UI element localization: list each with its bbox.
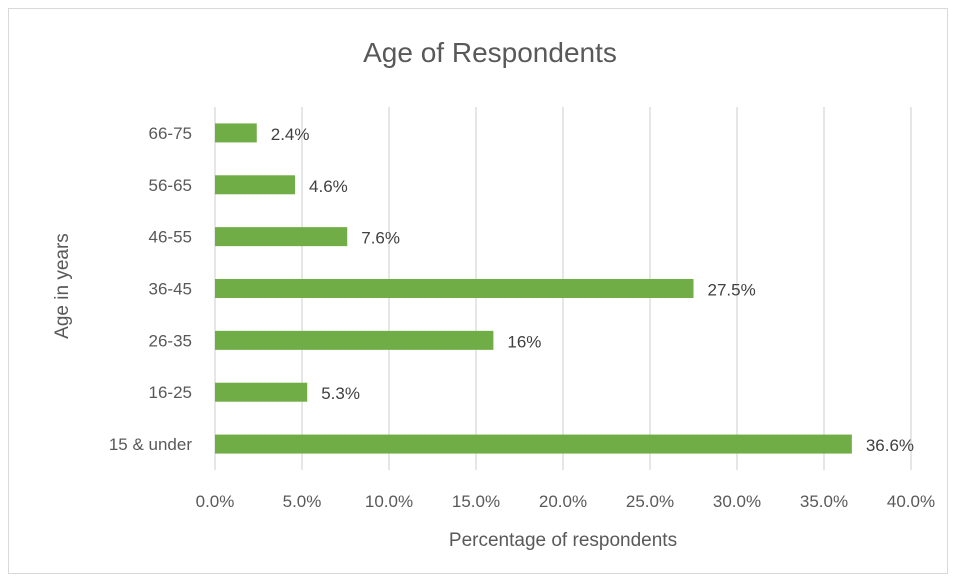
x-tick-label: 20.0% [539,492,587,511]
x-tick-label: 10.0% [365,492,413,511]
x-tick-label: 0.0% [196,492,235,511]
bar [215,434,852,454]
data-label: 36.6% [866,436,914,455]
bar [215,227,348,247]
y-axis-title: Age in years [52,233,73,339]
bar [215,175,296,195]
x-tick-label: 15.0% [452,492,500,511]
bar [215,123,257,143]
chart-title: Age of Respondents [363,37,617,68]
data-label: 7.6% [361,229,400,248]
data-label: 5.3% [321,384,360,403]
x-tick-label: 5.0% [283,492,322,511]
data-label: 27.5% [708,281,756,300]
data-label: 16% [507,332,541,351]
x-tick-label: 35.0% [800,492,848,511]
category-label: 15 & under [109,435,193,454]
data-label: 2.4% [271,125,310,144]
bar [215,279,694,298]
bars [215,123,852,454]
x-tick-label: 40.0% [887,492,935,511]
category-label: 66-75 [149,124,192,143]
data-label: 4.6% [309,177,348,196]
x-tick-label: 25.0% [626,492,674,511]
data-labels: 2.4% 4.6% 7.6% 27.5% 16% 5.3% 36.6% [271,125,914,455]
category-label: 16-25 [149,383,192,402]
bar [215,382,308,402]
x-tick-labels: 0.0% 5.0% 10.0% 15.0% 20.0% 25.0% 30.0% 35.0% 40… [196,492,935,511]
bar [215,330,494,350]
x-tick-label: 30.0% [713,492,761,511]
category-label: 26-35 [149,331,192,350]
category-label: 56-65 [149,176,192,195]
category-labels: 66-75 56-65 46-55 36-45 26-35 16-25 15 & under [109,124,193,454]
category-label: 46-55 [149,228,192,247]
category-label: 36-45 [149,280,192,299]
x-axis-title: Percentage of respondents [449,530,677,551]
